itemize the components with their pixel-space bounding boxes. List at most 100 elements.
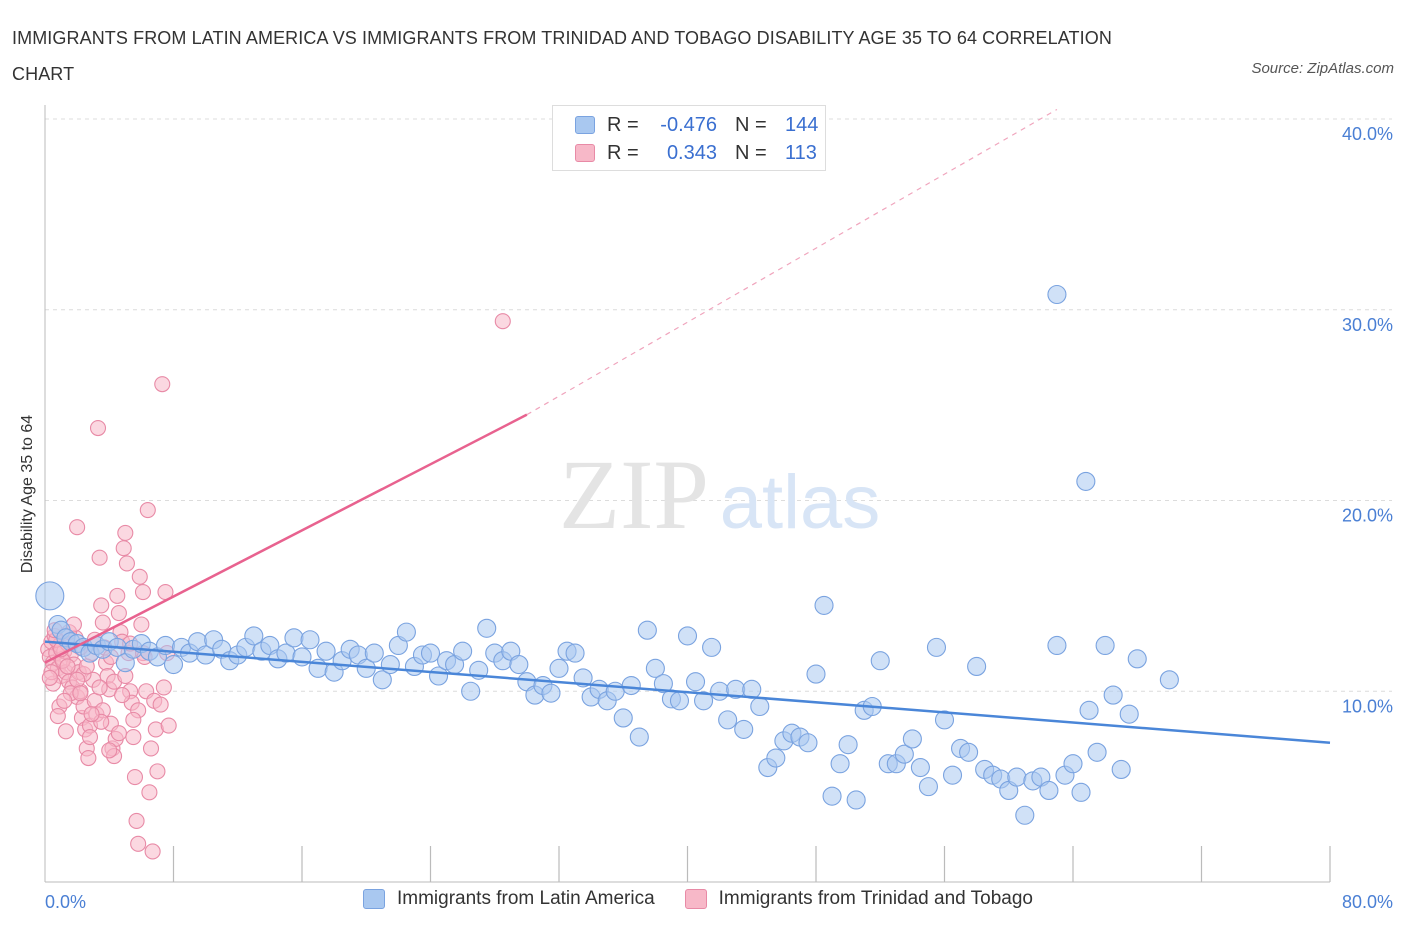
latin-point xyxy=(694,691,714,711)
latin-point xyxy=(645,658,665,678)
trinidad-point xyxy=(93,597,110,614)
legend-swatch-trinidad xyxy=(575,144,595,162)
latin-point xyxy=(461,681,481,701)
bottom-legend-label-trinidad: Immigrants from Trinidad and Tobago xyxy=(718,888,1034,909)
latin-point xyxy=(509,654,529,675)
latin-point xyxy=(702,637,722,657)
latin-point xyxy=(830,754,850,774)
bottom-legend-latin: Immigrants from Latin America xyxy=(363,888,655,910)
trinidad-point xyxy=(155,679,172,696)
latin-point xyxy=(477,618,497,638)
latin-point xyxy=(942,765,963,785)
legend-n-value: 144 xyxy=(785,113,819,136)
trinidad-point xyxy=(57,723,74,740)
legend-n-value: 113 xyxy=(785,141,817,164)
tick-labels: 10.0% 20.0% 30.0% 40.0% 0.0% 80.0% xyxy=(45,124,1393,912)
trinidad-point xyxy=(149,763,166,780)
trinidad-point xyxy=(141,784,158,801)
y-tick-label: 30.0% xyxy=(1342,315,1393,335)
latin-point xyxy=(806,664,826,684)
trinidad-point xyxy=(72,685,89,702)
latin-point xyxy=(1039,780,1059,800)
trinidad-point xyxy=(91,549,108,566)
latin-point xyxy=(1087,742,1107,762)
bottom-legend-trinidad: Immigrants from Trinidad and Tobago xyxy=(684,888,1034,910)
latin-point xyxy=(565,643,585,663)
latin-point xyxy=(685,672,706,692)
latin-point xyxy=(372,670,392,690)
legend-swatch-latin xyxy=(575,116,595,134)
trinidad-point xyxy=(134,584,152,601)
series-latin-points xyxy=(35,284,1179,825)
trinidad-point xyxy=(69,671,86,688)
y-axis-label: Disability Age 35 to 64 xyxy=(19,415,36,573)
bottom-legend-swatch-trinidad xyxy=(684,889,707,909)
latin-point xyxy=(1047,635,1067,656)
trend-line-latin xyxy=(44,640,1331,744)
trinidad-point xyxy=(56,692,73,709)
latin-point xyxy=(798,733,818,753)
x-tick-label: 0.0% xyxy=(45,892,86,912)
latin-point xyxy=(959,742,979,762)
latin-point xyxy=(380,654,400,675)
trinidad-point xyxy=(131,568,148,585)
bottom-legend-label-latin: Immigrants from Latin America xyxy=(397,888,655,909)
trinidad-point xyxy=(110,725,127,742)
trinidad-point xyxy=(91,679,108,696)
trinidad-point xyxy=(117,524,134,541)
bottom-legend: Immigrants from Latin America Immigrants… xyxy=(363,888,1063,910)
latin-point xyxy=(364,643,384,663)
trinidad-point xyxy=(126,769,143,786)
latin-point xyxy=(1159,670,1179,690)
latin-point xyxy=(967,656,987,677)
latin-point xyxy=(1047,284,1067,305)
latin-point xyxy=(669,691,690,711)
legend-row-trinidad: R = 0.343 N = 113 xyxy=(575,140,825,166)
trinidad-point xyxy=(154,376,171,393)
latin-point xyxy=(541,683,561,703)
legend-n-label: N = xyxy=(735,141,767,164)
latin-point xyxy=(902,729,922,749)
latin-point xyxy=(1007,767,1027,787)
latin-point xyxy=(918,777,938,797)
latin-point xyxy=(613,708,633,728)
trinidad-point xyxy=(101,742,118,759)
legend-r-value: 0.343 xyxy=(666,141,717,164)
latin-point xyxy=(766,748,786,768)
y-tick-label: 10.0% xyxy=(1342,696,1393,716)
watermark-zip: ZIP xyxy=(559,439,709,550)
trinidad-point xyxy=(109,587,126,604)
trinidad-point xyxy=(89,419,107,437)
legend-n-label: N = xyxy=(735,113,767,136)
trinidad-point xyxy=(142,740,160,757)
watermark-atlas: atlas xyxy=(720,460,881,545)
trinidad-point xyxy=(160,717,177,734)
latin-point xyxy=(1015,805,1035,825)
series-trinidad-points xyxy=(40,313,511,860)
trinidad-point xyxy=(80,749,97,767)
trinidad-point xyxy=(94,614,111,631)
latin-point xyxy=(734,719,754,739)
legend-r-value: -0.476 xyxy=(660,113,717,136)
trinidad-point xyxy=(144,843,161,860)
trinidad-point xyxy=(115,540,132,557)
legend-r-label: R = xyxy=(607,141,639,164)
latin-point xyxy=(316,641,336,661)
latin-point xyxy=(814,595,834,615)
grid-lines xyxy=(45,118,1392,692)
latin-point xyxy=(1119,704,1139,724)
latin-point xyxy=(300,630,320,650)
latin-point xyxy=(894,744,914,764)
trinidad-point xyxy=(118,555,135,572)
latin-point xyxy=(1103,685,1123,705)
trend-line-trinidad xyxy=(44,413,528,664)
legend-r-label: R = xyxy=(607,113,639,136)
y-tick-label: 20.0% xyxy=(1342,506,1393,526)
latin-point xyxy=(163,654,184,675)
latin-point xyxy=(420,643,441,663)
axes xyxy=(44,105,1331,883)
latin-point xyxy=(284,628,304,648)
trinidad-point xyxy=(125,711,142,728)
latin-point xyxy=(35,581,65,611)
trinidad-point xyxy=(133,616,150,633)
